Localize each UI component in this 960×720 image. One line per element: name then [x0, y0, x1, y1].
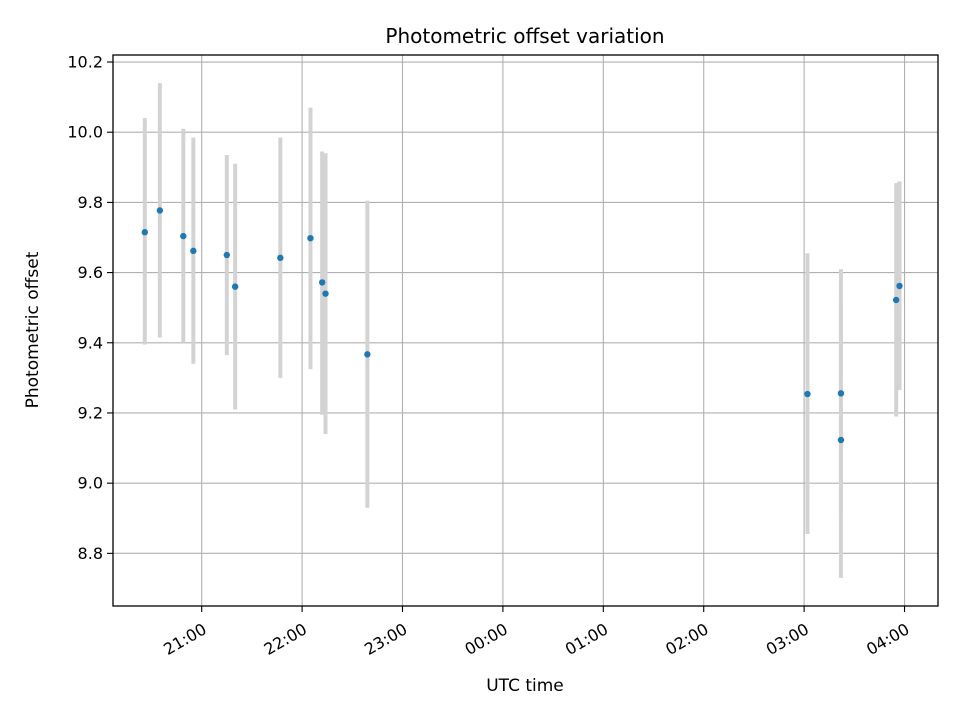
- data-point: [180, 232, 187, 240]
- data-point: [307, 234, 314, 242]
- data-point: [156, 207, 164, 214]
- plot-frame: [112, 54, 939, 607]
- data-point: [892, 296, 900, 304]
- data-point: [277, 254, 284, 262]
- y-tick-label: 8.8: [78, 544, 103, 563]
- x-axis-label: UTC time: [486, 676, 564, 696]
- chart-title: Photometric offset variation: [385, 24, 664, 48]
- data-point: [318, 279, 326, 286]
- y-tick-label: 9.4: [78, 333, 103, 352]
- y-tick-label: 9.6: [78, 263, 103, 282]
- y-axis-label: Photometric offset: [23, 251, 43, 408]
- data-point: [141, 229, 148, 236]
- data-point: [190, 247, 197, 255]
- data-point: [837, 390, 845, 397]
- data-point: [364, 351, 371, 358]
- y-tick-label: 9.0: [78, 474, 103, 493]
- grid: [113, 55, 938, 606]
- y-axis-ticks: 8.8 9.0 9.2 9.4 9.6 9.8 10.0 10.2: [67, 53, 113, 563]
- data-point: [837, 436, 845, 444]
- data-point: [223, 251, 230, 259]
- y-tick-label: 9.8: [78, 193, 103, 212]
- data-point: [322, 290, 329, 297]
- y-tick-label: 10.2: [67, 53, 103, 72]
- data-point: [896, 282, 903, 290]
- data-points: [141, 207, 903, 444]
- data-point: [804, 390, 811, 398]
- y-tick-label: 10.0: [67, 123, 103, 142]
- y-tick-label: 9.2: [78, 403, 103, 422]
- data-point: [231, 283, 239, 290]
